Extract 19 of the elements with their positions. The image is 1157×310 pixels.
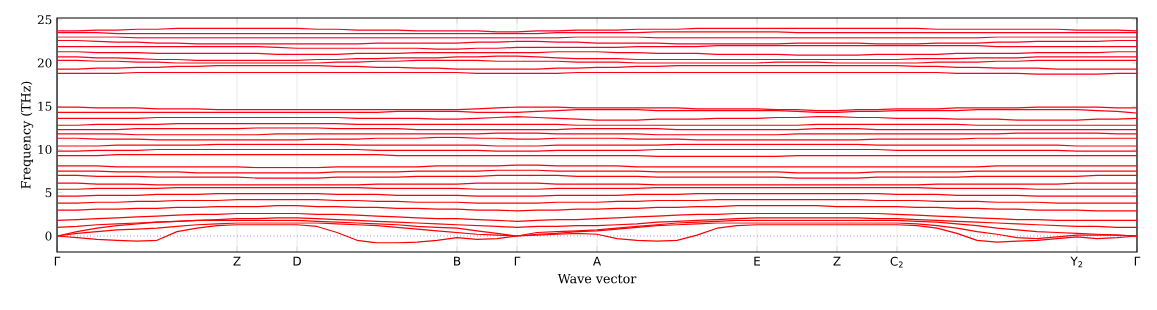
x-tick-label: D xyxy=(293,256,301,266)
x-tick-label: C$_{2}$ xyxy=(890,256,903,268)
x-tick-label: Γ xyxy=(514,256,521,266)
x-tick-label: E xyxy=(754,256,761,266)
y-tick-label: 25 xyxy=(37,15,52,25)
y-axis-title: Frequency (THz) xyxy=(20,81,34,189)
x-tick-label: Γ xyxy=(54,256,61,266)
y-tick-label: 20 xyxy=(37,58,52,68)
x-tick-label: Z xyxy=(233,256,241,266)
x-axis-title: Wave vector xyxy=(557,273,637,284)
x-tick-label: B xyxy=(454,256,461,266)
y-tick-label: 10 xyxy=(38,144,52,155)
x-tick-label: Γ xyxy=(1134,256,1141,266)
x-tick-label: A xyxy=(592,256,602,266)
y-tick-label: 0 xyxy=(45,231,52,241)
x-tick-label: Y$_{2}$ xyxy=(1070,256,1083,268)
x-tick-label: Z xyxy=(833,256,841,266)
y-tick-label: 15 xyxy=(38,101,52,111)
y-tick-label: 5 xyxy=(45,188,52,198)
